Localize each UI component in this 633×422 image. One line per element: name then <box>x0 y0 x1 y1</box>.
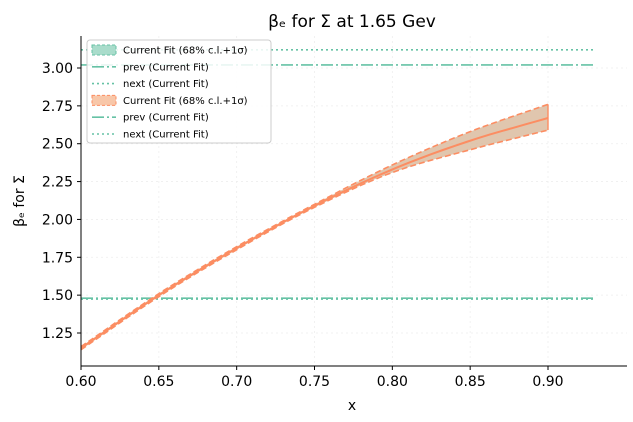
legend-label: next (Current Fit) <box>123 79 209 90</box>
legend-label: prev (Current Fit) <box>123 113 209 124</box>
confidence-band <box>81 104 548 350</box>
band-upper-edge <box>80 103 549 348</box>
legend-box <box>86 39 272 144</box>
y-axis-label: βₑ for Σ <box>12 175 28 227</box>
legend-swatch-band <box>91 94 117 106</box>
y-tick-label: 2.50 <box>42 137 73 153</box>
legend-label: prev (Current Fit) <box>123 62 209 73</box>
y-tick-label: 2.25 <box>42 175 73 191</box>
legend: Current Fit (68% c.l.+1σ) prev (Current F… <box>86 39 272 144</box>
legend-label: next (Current Fit) <box>123 130 209 141</box>
x-tick-label: 0.65 <box>143 374 174 390</box>
x-axis-label: x <box>348 398 356 414</box>
x-tick-label: 0.80 <box>377 374 408 390</box>
y-tick-label: 2.00 <box>42 212 73 228</box>
x-ticks: 0.60 0.65 0.70 0.75 0.80 0.85 0.90 <box>65 366 564 390</box>
x-tick-label: 0.90 <box>532 374 563 390</box>
x-tick-label: 0.85 <box>455 374 486 390</box>
legend-label: Current Fit (68% c.l.+1σ) <box>123 96 248 107</box>
legend-label: Current Fit (68% c.l.+1σ) <box>123 46 248 57</box>
y-tick-label: 3.00 <box>42 61 73 77</box>
x-tick-label: 0.60 <box>65 374 96 390</box>
series-group <box>80 103 549 351</box>
y-tick-label: 1.50 <box>42 288 73 304</box>
legend-swatch-band <box>91 44 117 56</box>
y-tick-label: 2.75 <box>42 99 73 115</box>
chart-title: βₑ for Σ at 1.65 Gev <box>268 12 436 32</box>
x-tick-label: 0.70 <box>221 374 252 390</box>
x-tick-label: 0.75 <box>299 374 330 390</box>
y-ticks: 1.25 1.50 1.75 2.00 2.25 2.50 2.75 3.00 <box>42 61 81 342</box>
band-lower-edge <box>80 129 549 351</box>
y-tick-label: 1.25 <box>42 326 73 342</box>
axes <box>80 36 627 367</box>
y-tick-label: 1.75 <box>42 250 73 266</box>
